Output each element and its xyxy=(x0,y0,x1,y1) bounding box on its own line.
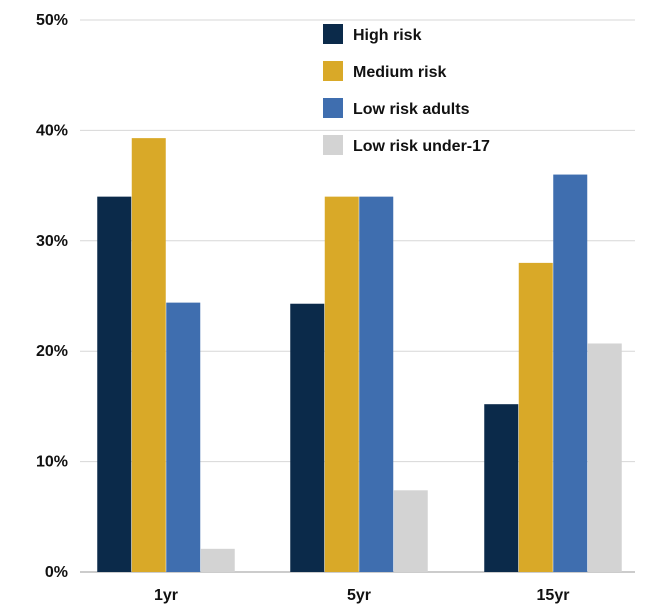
bar-medium-risk-5yr xyxy=(324,196,359,572)
y-tick-label: 20% xyxy=(36,343,68,360)
x-axis-tick-labels: 1yr 5yr 15yr xyxy=(154,587,569,604)
bar-high-risk-15yr xyxy=(484,404,519,572)
bar-high-risk-5yr xyxy=(290,303,325,572)
bar-low-risk-under-17-5yr xyxy=(393,490,428,572)
y-tick-label: 10% xyxy=(36,454,68,471)
bar-medium-risk-15yr xyxy=(518,262,553,572)
x-tick-label: 5yr xyxy=(347,587,371,604)
legend-label: Medium risk xyxy=(353,64,446,81)
legend-swatch xyxy=(323,135,343,155)
bar-low-risk-under-17-15yr xyxy=(587,343,622,572)
y-tick-label: 30% xyxy=(36,233,68,250)
y-tick-label: 40% xyxy=(36,122,68,139)
legend-label: Low risk under-17 xyxy=(353,138,490,155)
bar-low-risk-under-17-1yr xyxy=(200,548,235,572)
legend-swatch xyxy=(323,98,343,118)
bar-medium-risk-1yr xyxy=(131,138,166,573)
legend-swatch xyxy=(323,61,343,81)
bar-low-risk-adults-5yr xyxy=(359,196,394,572)
legend: High risk Medium risk Low risk adults Low r… xyxy=(323,24,490,155)
bar-low-risk-adults-15yr xyxy=(553,174,588,572)
bar-low-risk-adults-1yr xyxy=(166,302,201,572)
legend-swatch xyxy=(323,24,343,44)
y-tick-label: 50% xyxy=(36,12,68,29)
legend-label: Low risk adults xyxy=(353,101,470,118)
x-tick-label: 15yr xyxy=(537,587,570,604)
bar-high-risk-1yr xyxy=(97,196,132,572)
bars xyxy=(97,138,622,573)
y-axis-tick-labels: 0% 10% 20% 30% 40% 50% xyxy=(36,12,68,581)
legend-label: High risk xyxy=(353,27,422,44)
x-tick-label: 1yr xyxy=(154,587,178,604)
y-tick-label: 0% xyxy=(45,564,68,581)
